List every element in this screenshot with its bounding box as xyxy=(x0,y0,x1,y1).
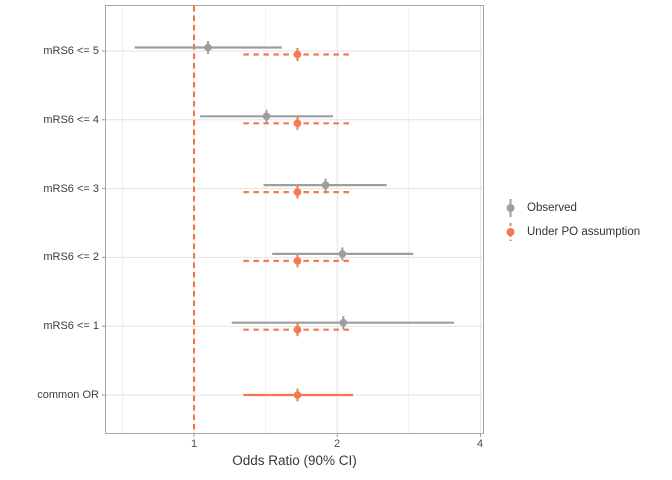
y-axis-label: mRS6 <= 2 xyxy=(43,251,99,263)
legend-item-observed: Observed xyxy=(502,196,640,220)
legend-label: Observed xyxy=(527,202,577,214)
y-axis-label: common OR xyxy=(37,389,99,401)
x-axis-tick-label: 1 xyxy=(190,438,198,450)
legend: Observed Under PO assumption xyxy=(502,196,640,244)
observed-pointrange-icon xyxy=(506,199,515,217)
legend-label: Under PO assumption xyxy=(527,226,641,238)
y-axis-label: mRS6 <= 4 xyxy=(43,114,99,126)
legend-item-under-po-assumption: Under PO assumption xyxy=(502,220,640,244)
y-axis-label: mRS6 <= 5 xyxy=(43,45,99,57)
x-axis-title: Odds Ratio (90% CI) xyxy=(232,453,357,468)
under-po-assumption-pointrange-icon xyxy=(506,223,515,241)
y-axis-label: mRS6 <= 1 xyxy=(43,320,99,332)
x-axis-tick-label: 2 xyxy=(333,438,341,450)
y-axis-label: mRS6 <= 3 xyxy=(43,183,99,195)
x-axis-tick-label: 4 xyxy=(476,438,484,450)
